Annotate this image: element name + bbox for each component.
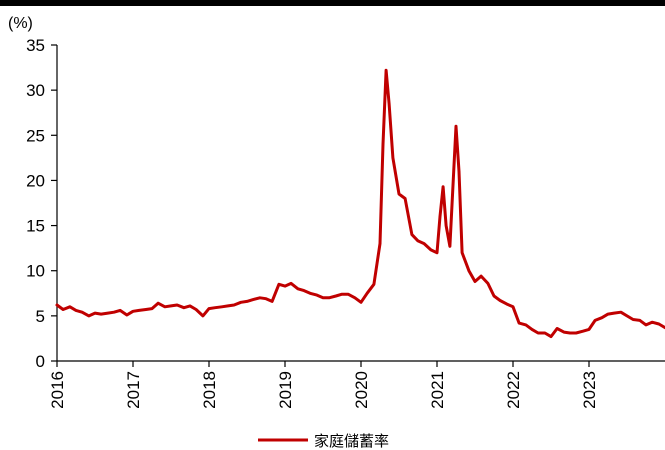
x-tick-label: 2022 bbox=[504, 371, 523, 409]
x-tick-label: 2016 bbox=[48, 371, 67, 409]
y-axis: 0 5 10 15 20 25 30 35 bbox=[26, 36, 58, 371]
y-tick-label: 10 bbox=[26, 262, 45, 281]
x-tick-label: 2017 bbox=[124, 371, 143, 409]
series-line bbox=[55, 68, 665, 339]
y-tick-label: 20 bbox=[26, 171, 45, 190]
y-tick-label: 25 bbox=[26, 126, 45, 145]
y-tick-label: 30 bbox=[26, 81, 45, 100]
x-tick-label: 2019 bbox=[276, 371, 295, 409]
x-axis: 2016 2017 2018 2019 2020 2021 2022 2023 bbox=[48, 360, 665, 409]
y-tick-label: 35 bbox=[26, 36, 45, 55]
x-tick-label: 2023 bbox=[580, 371, 599, 409]
legend-label: 家庭儲蓄率 bbox=[314, 432, 389, 450]
y-tick-label: 15 bbox=[26, 217, 45, 236]
y-tick-label: 0 bbox=[36, 352, 45, 371]
y-tick-label: 5 bbox=[36, 307, 45, 326]
top-border-bar bbox=[0, 0, 665, 6]
x-tick-label: 2018 bbox=[200, 371, 219, 409]
y-axis-unit-label: (%) bbox=[8, 15, 33, 32]
legend: 家庭儲蓄率 bbox=[258, 432, 389, 450]
x-tick-label: 2021 bbox=[428, 371, 447, 409]
x-tick-label: 2020 bbox=[352, 371, 371, 409]
series-group bbox=[55, 68, 665, 339]
